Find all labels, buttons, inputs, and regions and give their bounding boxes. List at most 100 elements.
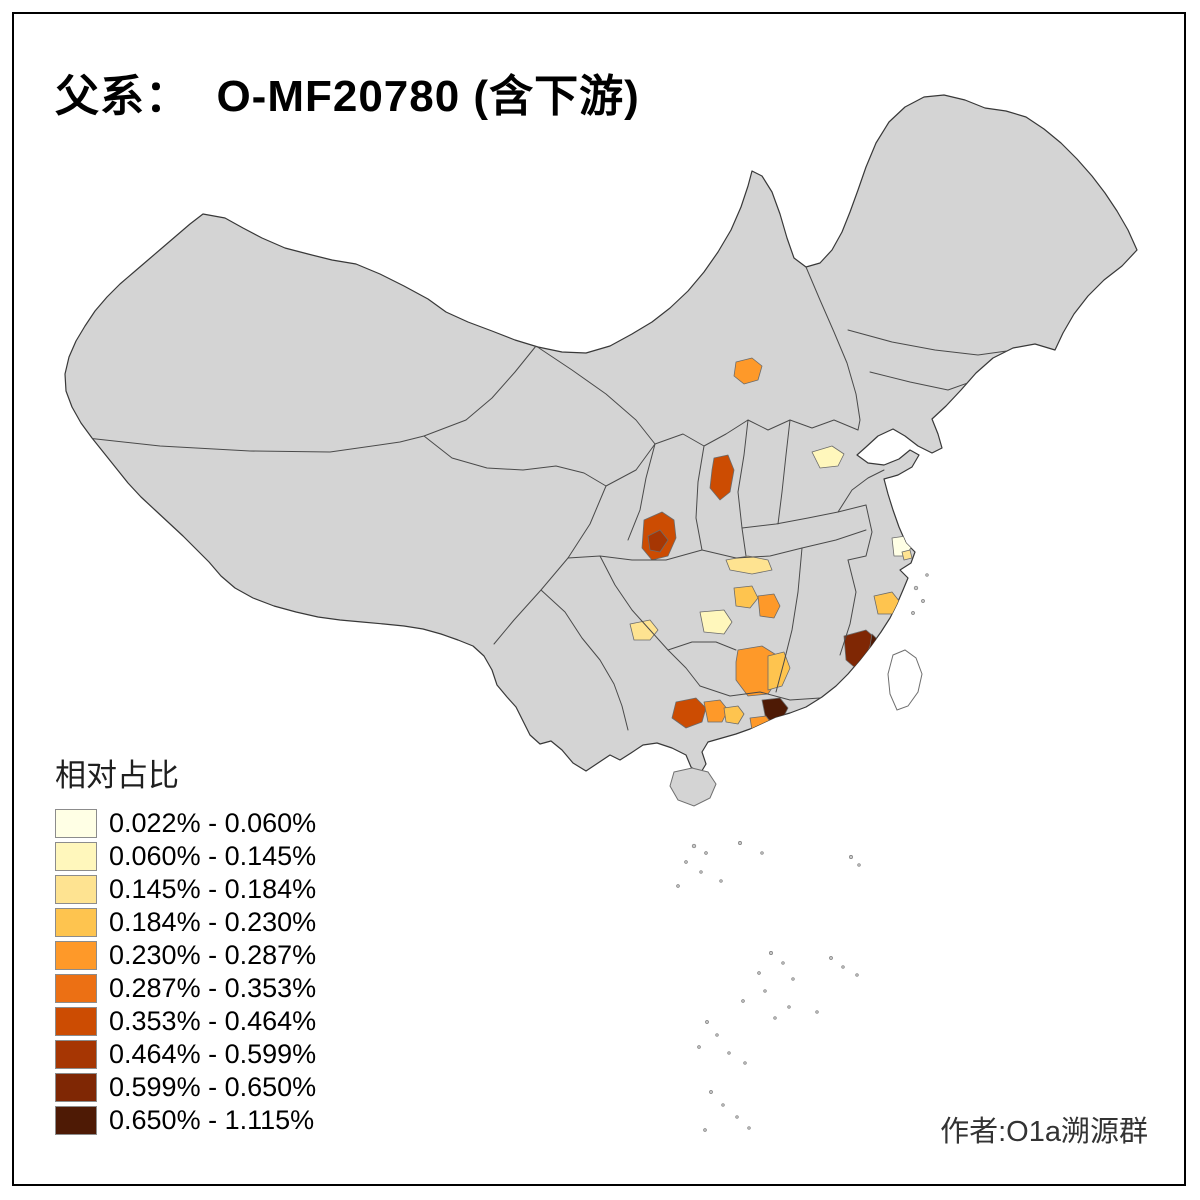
legend-swatch: [55, 842, 97, 871]
legend-label: 0.230% - 0.287%: [109, 940, 317, 970]
legend-label: 0.599% - 0.650%: [109, 1072, 317, 1102]
province-boundary-line: [837, 469, 885, 513]
legend-swatch: [55, 1007, 97, 1036]
south-china-sea-islands: [676, 573, 929, 1132]
island-dot: [676, 884, 680, 888]
island-dot: [738, 841, 742, 845]
province-boundary-line: [667, 641, 737, 651]
province-boundary-line: [699, 685, 821, 701]
legend-label: 0.287% - 0.353%: [109, 973, 317, 1003]
province-boundary-line: [775, 547, 803, 693]
region-blob-shanxi-north: [733, 357, 763, 385]
province-boundary-line: [567, 549, 703, 561]
province-boundary-line: [847, 504, 873, 561]
island-dot: [719, 879, 723, 883]
legend-label: 0.145% - 0.184%: [109, 874, 317, 904]
legend-swatch: [55, 941, 97, 970]
island-dot: [773, 1016, 777, 1020]
region-blob-shaanxi: [709, 454, 735, 501]
legend-row: 0.599% - 0.650%: [55, 1072, 317, 1102]
province-boundary-line: [540, 589, 629, 731]
legend-row: 0.230% - 0.287%: [55, 940, 317, 970]
region-blob-hunan-west: [699, 609, 733, 635]
legend-swatch: [55, 974, 97, 1003]
island-dot: [699, 870, 703, 874]
legend-label: 0.464% - 0.599%: [109, 1039, 317, 1069]
legend-title: 相对占比: [55, 758, 179, 793]
island-dot: [691, 843, 697, 849]
island-dot: [921, 599, 925, 603]
island-dot: [787, 1005, 791, 1009]
legend-row: 0.184% - 0.230%: [55, 907, 317, 937]
province-boundary-line: [605, 443, 656, 487]
legend-row: 0.464% - 0.599%: [55, 1039, 317, 1069]
region-blob-guangxi-gold: [723, 705, 745, 725]
island-dot: [781, 961, 785, 965]
legend-row: 0.353% - 0.464%: [55, 1006, 317, 1036]
region-blob-shanghai-dot: [901, 549, 913, 561]
legend-row: 0.145% - 0.184%: [55, 874, 317, 904]
province-boundary-line: [654, 419, 859, 447]
region-blob-hubei-south: [733, 585, 759, 609]
legend-swatch: [55, 1040, 97, 1069]
island-dot: [763, 989, 767, 993]
legend-swatch: [55, 875, 97, 904]
province-boundary-line: [599, 555, 701, 687]
province-boundary-line: [737, 419, 749, 557]
province-boundary-line: [423, 345, 537, 437]
island-dot: [705, 1020, 709, 1024]
legend: 相对占比 0.022% - 0.060% 0.060% - 0.145% 0.1…: [55, 750, 316, 1139]
province-boundary-line: [869, 371, 977, 391]
province-boundary-line: [839, 559, 857, 656]
island-dot: [855, 973, 859, 977]
island-dot: [791, 977, 795, 981]
island-dot: [684, 860, 688, 864]
province-boundary-line: [701, 529, 867, 559]
island-dot: [757, 971, 761, 975]
legend-row: 0.022% - 0.060%: [55, 808, 316, 838]
region-blob-shandong: [811, 445, 845, 469]
province-boundary-line: [493, 485, 607, 645]
legend-items: 0.022% - 0.060% 0.060% - 0.145% 0.145% -…: [55, 808, 317, 1135]
island-dot: [911, 611, 915, 615]
author-credit: 作者:O1a溯源群: [940, 1116, 1148, 1148]
legend-row: 0.650% - 1.115%: [55, 1105, 316, 1135]
legend-label: 0.353% - 0.464%: [109, 1006, 317, 1036]
island-dot: [703, 1128, 707, 1132]
island-dot: [769, 951, 773, 955]
region-blob-guangxi-dark: [671, 697, 707, 729]
island-dot: [697, 1045, 701, 1049]
island-dot: [721, 1103, 725, 1107]
island-dot: [841, 965, 845, 969]
island-dot: [913, 585, 919, 591]
island-dot: [704, 851, 708, 855]
taiwan-island: [887, 649, 923, 711]
island-dot: [741, 999, 745, 1003]
legend-swatch: [55, 809, 97, 838]
province-boundary-line: [77, 435, 425, 453]
china-mainland: [64, 94, 1138, 775]
province-boundaries: [77, 266, 1015, 731]
island-dot: [743, 1061, 747, 1065]
province-boundary-line: [805, 266, 861, 431]
province-boundary-line: [535, 345, 656, 445]
map-title: 父系： O-MF20780 (含下游): [55, 72, 640, 121]
legend-row: 0.287% - 0.353%: [55, 973, 317, 1003]
province-boundary-line: [423, 435, 607, 487]
legend-swatch: [55, 1106, 97, 1135]
hainan-island: [669, 767, 717, 807]
province-boundary-line: [847, 329, 1015, 356]
island-dot: [727, 1051, 731, 1055]
legend-label: 0.650% - 1.115%: [109, 1105, 315, 1135]
island-dot: [735, 1115, 739, 1119]
legend-swatch: [55, 908, 97, 937]
island-dot: [709, 1090, 713, 1094]
island-dot: [760, 851, 764, 855]
island-dot: [815, 1010, 819, 1014]
legend-label: 0.184% - 0.230%: [109, 907, 317, 937]
legend-row: 0.060% - 0.145%: [55, 841, 316, 871]
island-dot: [857, 863, 861, 867]
island-dot: [715, 1033, 719, 1037]
island-dot: [829, 956, 833, 960]
